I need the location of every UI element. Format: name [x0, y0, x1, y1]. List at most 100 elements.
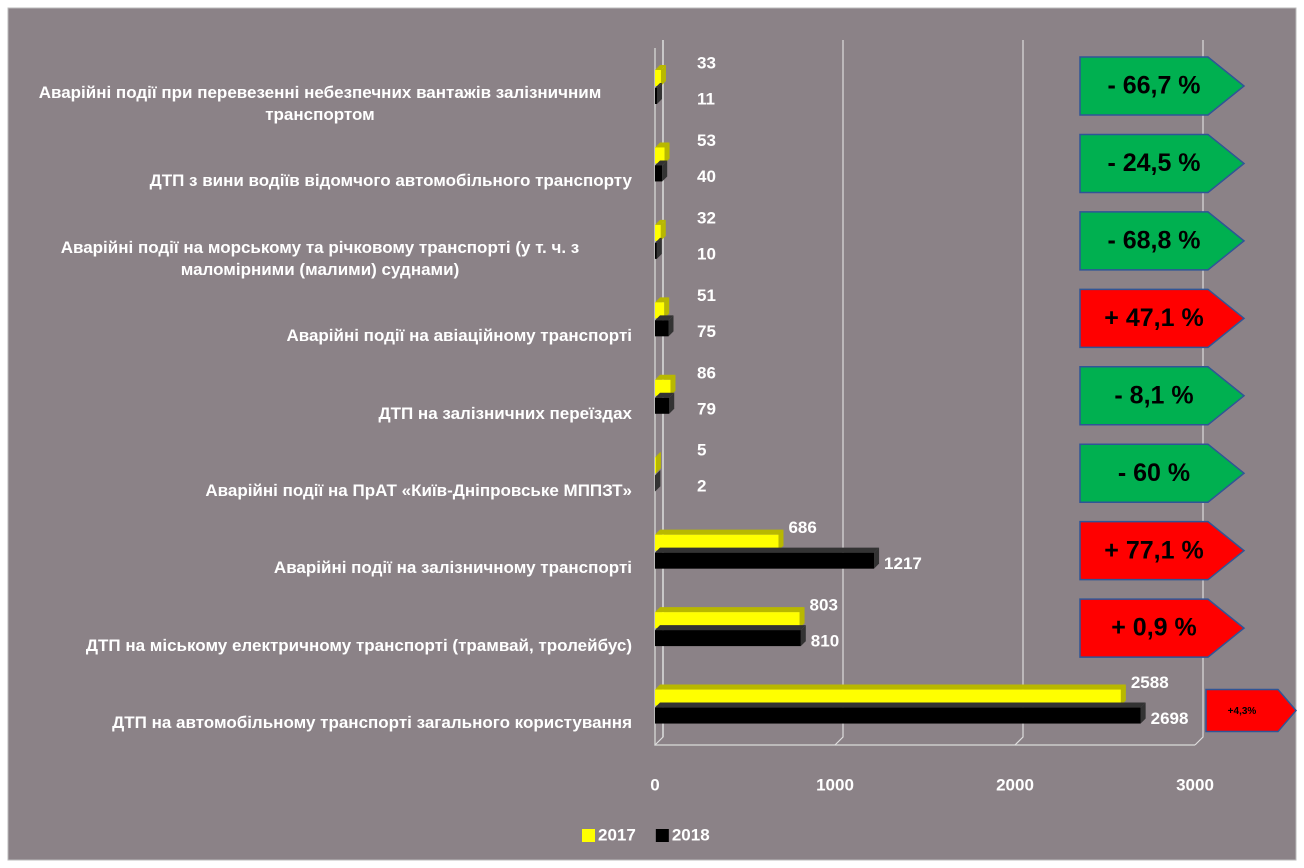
bar-depth	[655, 237, 662, 243]
value-label: 40	[697, 167, 716, 186]
category-text: Аварійні події на авіаційному транспорті	[286, 326, 632, 346]
bar-depth	[655, 607, 805, 613]
grid-line	[1014, 40, 1024, 746]
category-text: ДТП з вини водіїв відомчого автомобільно…	[149, 171, 632, 191]
bar-depth	[656, 237, 662, 259]
bar	[655, 224, 661, 241]
category-label: Аварійні події при перевезенні небезпечн…	[8, 82, 632, 126]
value-label: 86	[697, 363, 716, 382]
change-label: - 68,8 %	[1107, 226, 1200, 254]
value-label: 33	[697, 53, 716, 72]
category-label: Аварійні події на ПрАТ «Київ-Дніпровське…	[8, 480, 632, 502]
value-label: 803	[810, 596, 838, 615]
bar	[655, 552, 875, 569]
category-label: ДТП на автомобільному транспорті загальн…	[8, 712, 632, 734]
change-arrow	[1079, 211, 1246, 271]
change-arrow	[1079, 443, 1246, 503]
value-label: 2698	[1151, 709, 1189, 728]
bar	[655, 397, 670, 414]
bar-depth	[655, 702, 1146, 708]
bar-depth	[655, 315, 674, 321]
bar-depth	[655, 160, 668, 166]
bar-depth	[660, 65, 666, 86]
bar-depth	[655, 684, 1126, 690]
change-arrow	[1079, 56, 1246, 116]
change-label: - 24,5 %	[1107, 149, 1200, 177]
category-label: ДТП на залізничних переїздах	[8, 403, 632, 425]
bar-depth	[799, 607, 805, 629]
bar-depth	[874, 547, 880, 569]
change-arrow	[1079, 366, 1246, 426]
x-tick-label: 2000	[996, 775, 1034, 794]
category-text: Аварійні події на ПрАТ «Київ-Дніпровське…	[205, 480, 632, 500]
x-tick-label: 0	[650, 775, 659, 794]
bar	[655, 707, 1141, 724]
change-arrow	[1079, 520, 1246, 581]
legend-label: 2018	[672, 825, 710, 844]
category-text: ДТП на міському електричному транспорті …	[85, 635, 632, 655]
value-label: 51	[697, 286, 716, 305]
bar-depth	[778, 529, 784, 551]
value-label: 810	[811, 632, 839, 651]
bar-depth	[655, 529, 784, 535]
bar-depth	[660, 219, 666, 241]
value-label: 5	[697, 441, 706, 460]
value-label: 75	[697, 322, 716, 341]
x-tick-label: 3000	[1176, 775, 1214, 794]
category-text: Аварійні події на залізничному транспорт…	[273, 558, 632, 578]
category-text: Аварійні події при перевезенні небезпечн…	[38, 82, 602, 124]
category-label: ДТП з вини водіїв відомчого автомобільно…	[8, 170, 632, 192]
legend-swatch	[655, 829, 669, 842]
category-label: Аварійні події на морському та річковому…	[8, 237, 632, 281]
bar-depth	[662, 160, 668, 182]
change-label: - 60 %	[1118, 459, 1190, 487]
grid-line	[1194, 40, 1204, 746]
bar-depth	[655, 374, 676, 380]
category-text: ДТП на залізничних переїздах	[378, 403, 632, 423]
bar	[655, 88, 657, 104]
bar-depth	[655, 83, 662, 88]
value-label: 11	[697, 89, 715, 108]
value-label: 2588	[1131, 673, 1169, 692]
value-label: 10	[697, 244, 716, 263]
bar-depth	[655, 452, 661, 474]
bar-depth	[655, 65, 666, 70]
change-label: + 77,1 %	[1104, 536, 1203, 564]
value-label: 686	[788, 518, 816, 537]
bar	[655, 457, 656, 474]
bar	[655, 147, 665, 164]
bar	[655, 320, 669, 337]
bar	[655, 379, 671, 396]
bar-depth	[1140, 702, 1146, 724]
change-label: + 47,1 %	[1104, 304, 1203, 332]
category-label: Аварійні події на залізничному транспорт…	[8, 557, 632, 579]
value-label: 1217	[884, 554, 922, 573]
change-arrow	[1205, 688, 1297, 733]
bar-depth	[655, 547, 880, 553]
bar-depth	[655, 142, 670, 148]
legend-label: 2017	[598, 825, 636, 844]
bar	[655, 70, 661, 86]
bar-depth	[1120, 684, 1126, 706]
value-label: 32	[697, 208, 716, 227]
bar-depth	[655, 470, 661, 476]
change-arrow	[1079, 288, 1246, 349]
value-label: 79	[697, 399, 716, 418]
bar-depth	[655, 625, 806, 631]
category-label: ДТП на міському електричному транспорті …	[8, 635, 632, 657]
change-arrow	[1079, 133, 1246, 194]
change-label: +4,3%	[1228, 706, 1257, 717]
bar-depth	[664, 142, 670, 164]
change-label: + 0,9 %	[1111, 614, 1196, 642]
bar-depth	[655, 297, 670, 303]
value-label: 2	[697, 477, 706, 496]
bar-depth	[800, 625, 806, 647]
bar-depth	[655, 470, 661, 492]
bar-depth	[670, 374, 676, 396]
category-text: Аварійні події на морському та річковому…	[60, 237, 580, 279]
bar	[655, 689, 1121, 706]
bar-depth	[655, 452, 661, 458]
bar-depth	[655, 219, 666, 225]
legend-swatch	[582, 829, 595, 842]
